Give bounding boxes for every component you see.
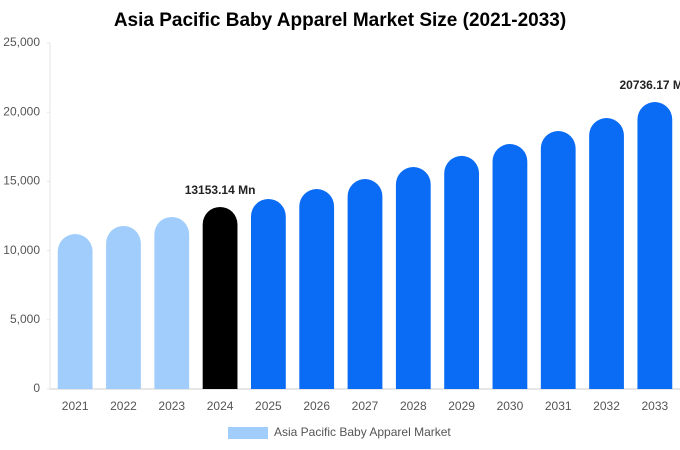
- x-tick-label: 2022: [110, 399, 137, 413]
- y-tick-label: 0: [33, 381, 40, 395]
- bar: [492, 144, 528, 389]
- x-tick-label: 2027: [352, 399, 379, 413]
- x-tick-label: 2032: [593, 399, 620, 413]
- bar: [250, 198, 286, 389]
- bar: [154, 216, 190, 389]
- legend-label: Asia Pacific Baby Apparel Market: [274, 425, 451, 439]
- x-tick-label: 2031: [545, 399, 572, 413]
- bar: [57, 234, 93, 389]
- x-tick-label: 2028: [400, 399, 427, 413]
- bar: [106, 225, 141, 389]
- y-tick-label: 5,000: [10, 312, 40, 326]
- y-tick-label: 25,000: [3, 35, 40, 49]
- x-tick-label: 2033: [641, 399, 668, 413]
- x-tick-label: 2025: [255, 399, 282, 413]
- y-tick-label: 20,000: [3, 104, 40, 118]
- y-tick-label: 15,000: [3, 174, 40, 188]
- x-tick-label: 2023: [158, 399, 185, 413]
- bar: [347, 179, 383, 389]
- bar: [540, 131, 576, 389]
- bar: [395, 167, 431, 389]
- legend-swatch: [228, 427, 268, 439]
- x-tick-label: 2021: [62, 399, 89, 413]
- chart-title: Asia Pacific Baby Apparel Market Size (2…: [114, 10, 566, 31]
- bar: [637, 102, 673, 390]
- y-tick-label: 10,000: [3, 243, 40, 257]
- x-tick-label: 2029: [448, 399, 475, 413]
- x-tick-label: 2026: [303, 399, 330, 413]
- bar: [299, 189, 335, 389]
- bar: [202, 206, 238, 389]
- x-tick-label: 2030: [497, 399, 524, 413]
- value-label: 20736.17 Mn: [619, 78, 680, 92]
- bar: [589, 118, 624, 389]
- bar: [444, 155, 480, 389]
- x-tick-label: 2024: [207, 399, 234, 413]
- value-label: 13153.14 Mn: [185, 183, 256, 197]
